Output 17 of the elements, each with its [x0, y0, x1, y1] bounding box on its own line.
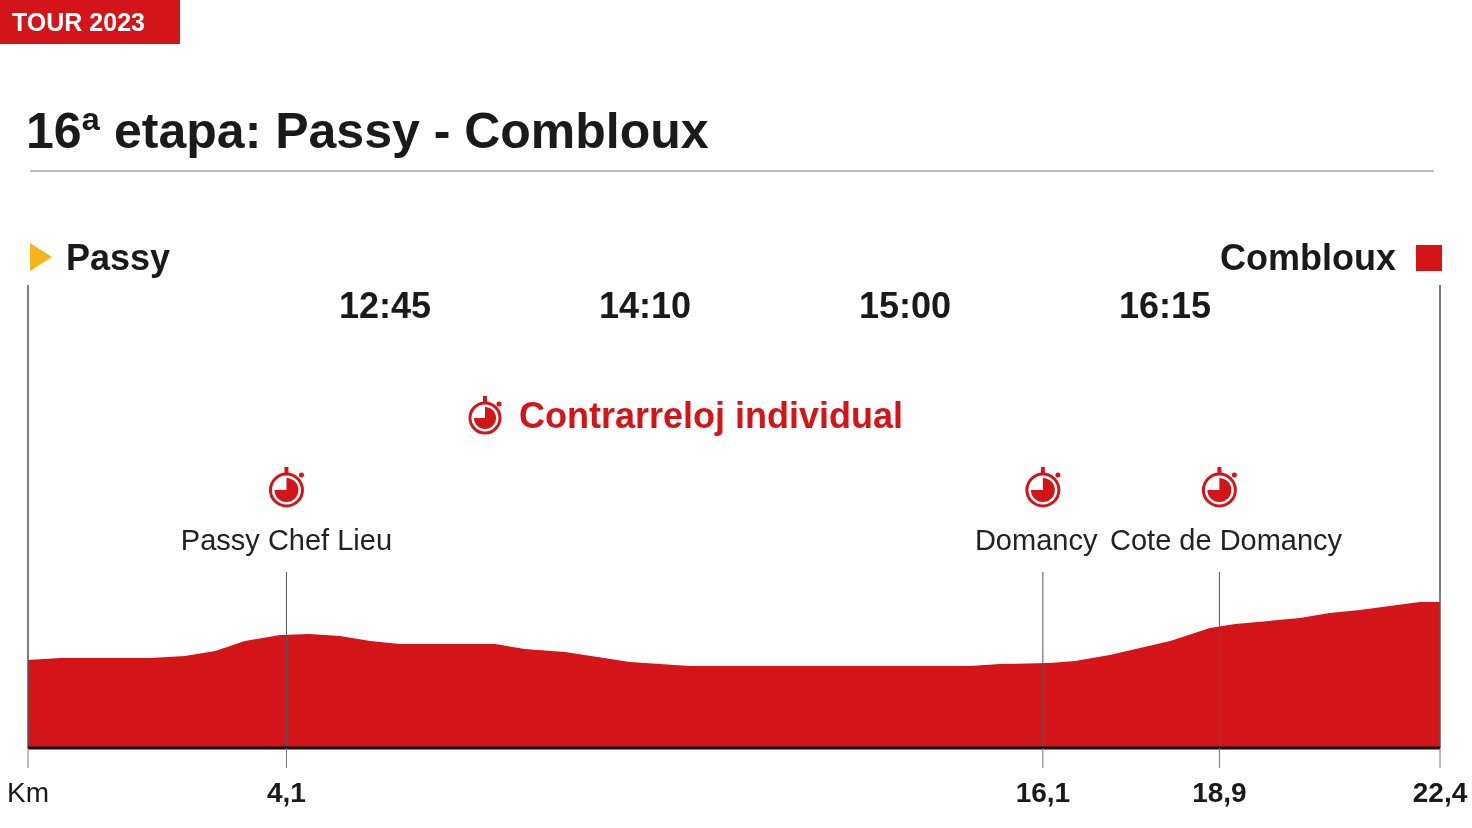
text: Contrarreloj individual — [519, 395, 904, 436]
x-tick-label: Km — [7, 777, 49, 808]
text: 14:10 — [598, 285, 692, 326]
text: 12:45 — [338, 285, 432, 326]
ref-line-label: Combloux — [1220, 237, 1396, 278]
ref-line-label: Domancy — [974, 524, 1098, 556]
text: 16:15 — [1118, 285, 1212, 326]
ref-line-label: Passy — [66, 237, 171, 278]
text: 15:00 — [858, 285, 952, 326]
ref-line-label: Cote de Domancy — [1110, 524, 1343, 556]
x-tick-label: 18,9 — [1192, 777, 1247, 808]
x-tick-label: 16,1 — [1015, 777, 1071, 808]
text: TOUR 2023 — [12, 8, 145, 36]
x-tick-label: 22,4 — [1412, 777, 1468, 808]
x-tick-label: 4,1 — [266, 777, 306, 808]
chart-title: 16ª etapa: Passy - Combloux — [26, 103, 709, 159]
ref-line-label: Passy Chef Lieu — [180, 524, 393, 556]
